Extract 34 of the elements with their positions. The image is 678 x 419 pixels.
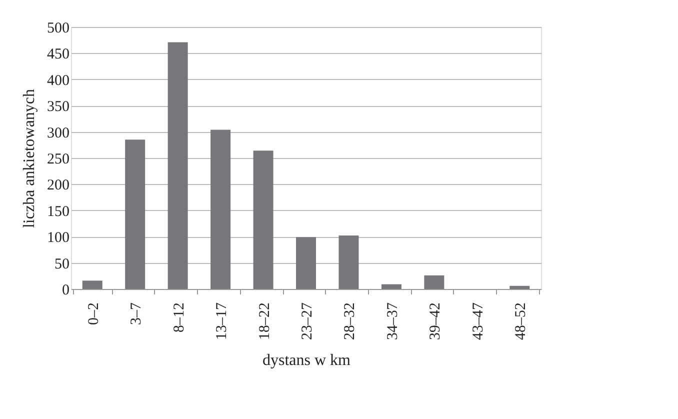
y-tick-label: 200 — [47, 178, 70, 194]
x-tick-label: 28–32 — [342, 302, 358, 340]
bar — [510, 286, 530, 289]
y-tick-label: 150 — [47, 204, 70, 220]
x-tick-label: 3–7 — [128, 302, 145, 325]
x-tick-label: 23–27 — [300, 302, 316, 340]
y-tick-label: 400 — [47, 72, 70, 89]
bar — [82, 280, 102, 289]
y-tick-label: 500 — [47, 20, 70, 36]
x-tick-label: 43–47 — [470, 302, 486, 340]
bar — [296, 237, 316, 289]
x-tick-label: 48–52 — [513, 302, 530, 340]
y-axis-title: liczba ankietowanych — [21, 88, 38, 228]
x-tick-label: 8–12 — [171, 302, 188, 332]
y-tick-label: 450 — [47, 46, 70, 63]
x-tick-label: 34–37 — [384, 302, 401, 340]
y-tick-label: 350 — [47, 99, 70, 116]
y-tick-label: 0 — [62, 282, 70, 298]
bar — [168, 42, 188, 289]
bar — [253, 150, 274, 289]
bar — [210, 130, 231, 289]
y-tick-label: 250 — [47, 152, 70, 168]
bar — [125, 140, 146, 289]
bar — [424, 275, 444, 289]
y-tick-label: 50 — [54, 256, 70, 272]
x-tick-label: 0–2 — [86, 302, 102, 325]
x-tick-label: 39–42 — [428, 302, 444, 340]
x-tick-label: 13–17 — [214, 302, 230, 340]
x-axis-title: dystans w km — [262, 352, 352, 369]
bar — [381, 284, 402, 289]
bar — [338, 236, 359, 289]
y-tick-label: 100 — [47, 230, 70, 246]
y-tick-label: 300 — [47, 125, 70, 142]
x-tick-label: 18–22 — [256, 302, 273, 340]
